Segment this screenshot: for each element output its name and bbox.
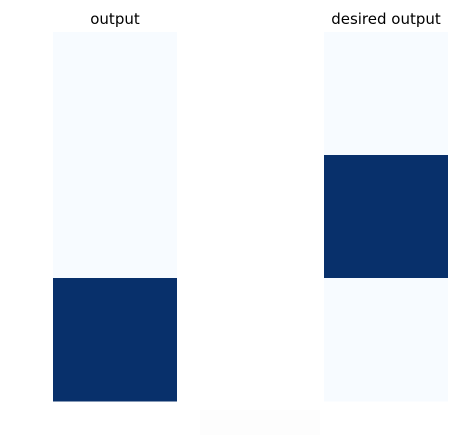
page-bottom-strip [200,410,320,435]
heatmap-cell [53,155,177,279]
output-heatmap: output [53,10,177,402]
heatmap-cell [53,32,177,156]
output-cells [53,32,177,402]
desired-output-cells [324,32,448,402]
desired-output-heatmap: desired output [324,10,448,402]
heatmap-cell [53,278,177,402]
heatmap-cell [324,155,448,279]
heatmap-cell [324,278,448,402]
heatmap-cell [324,32,448,156]
output-title: output [90,10,140,28]
desired-output-title: desired output [331,10,441,28]
